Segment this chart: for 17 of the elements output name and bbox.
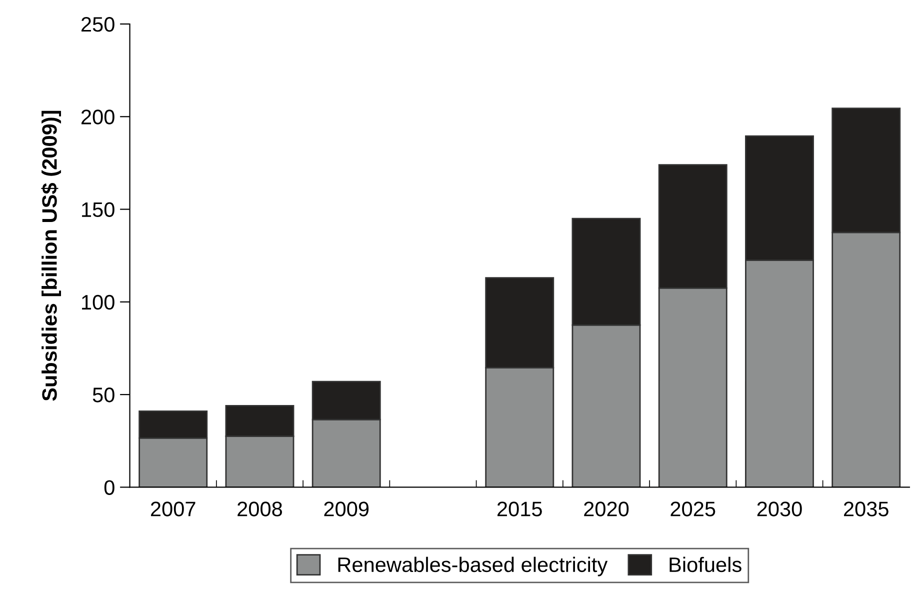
legend-label: Biofuels bbox=[670, 556, 742, 572]
x-tick-label: 2015 bbox=[497, 502, 542, 516]
y-tick-label: 250 bbox=[81, 17, 114, 32]
x-tick-label: 2020 bbox=[584, 502, 629, 516]
y-tick-label: 50 bbox=[92, 388, 114, 402]
x-tick-label: 2007 bbox=[150, 502, 196, 516]
y-axis-title: Subsidies [billion US$ (2009)] bbox=[41, 110, 62, 401]
x-tick-label: 2008 bbox=[238, 502, 282, 516]
y-tick-label: 100 bbox=[82, 294, 114, 310]
legend-label: Renewables-based electricity bbox=[338, 556, 608, 576]
x-tick-label: 2030 bbox=[757, 502, 802, 516]
y-tick-label: 150 bbox=[82, 202, 114, 218]
y-tick-label: 0 bbox=[104, 480, 114, 495]
x-tick-label: 2025 bbox=[670, 502, 716, 516]
x-tick-label: 2009 bbox=[324, 502, 369, 516]
y-tick-label: 200 bbox=[81, 110, 114, 124]
x-tick-label: 2035 bbox=[844, 502, 888, 516]
